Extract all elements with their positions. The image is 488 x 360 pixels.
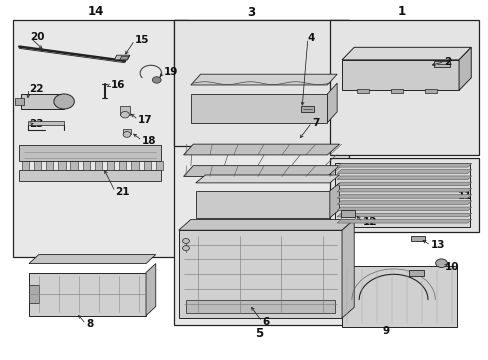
Polygon shape: [341, 220, 353, 318]
Polygon shape: [178, 230, 341, 318]
Polygon shape: [336, 195, 471, 198]
Polygon shape: [336, 163, 471, 167]
Polygon shape: [107, 161, 114, 170]
Polygon shape: [195, 175, 339, 183]
Polygon shape: [458, 47, 470, 90]
Polygon shape: [185, 300, 334, 313]
Polygon shape: [21, 161, 29, 170]
Polygon shape: [143, 161, 151, 170]
Polygon shape: [114, 55, 130, 60]
Circle shape: [435, 259, 447, 267]
Text: 5: 5: [254, 327, 263, 340]
Polygon shape: [336, 213, 471, 217]
Polygon shape: [424, 89, 436, 93]
Circle shape: [121, 112, 129, 118]
Polygon shape: [327, 83, 336, 123]
Circle shape: [182, 246, 189, 251]
Circle shape: [54, 94, 74, 109]
Polygon shape: [190, 94, 327, 123]
Polygon shape: [29, 273, 146, 316]
Polygon shape: [336, 207, 471, 211]
Polygon shape: [82, 161, 90, 170]
Bar: [329, 21, 478, 155]
Polygon shape: [341, 47, 470, 60]
Text: 23: 23: [29, 120, 43, 129]
Text: 14: 14: [87, 5, 104, 18]
Polygon shape: [340, 211, 354, 217]
Polygon shape: [300, 106, 314, 112]
Polygon shape: [336, 220, 471, 223]
Polygon shape: [34, 161, 41, 170]
Polygon shape: [336, 170, 471, 173]
Circle shape: [152, 77, 161, 83]
Bar: [173, 21, 348, 146]
Polygon shape: [146, 264, 156, 316]
Text: 9: 9: [382, 325, 388, 336]
Polygon shape: [19, 145, 160, 161]
Text: 7: 7: [311, 118, 319, 128]
Polygon shape: [183, 144, 339, 155]
Text: 19: 19: [163, 67, 178, 77]
Polygon shape: [29, 255, 156, 264]
Polygon shape: [178, 220, 353, 230]
Polygon shape: [156, 161, 163, 170]
Polygon shape: [95, 161, 102, 170]
Bar: [329, 158, 478, 232]
Text: 21: 21: [115, 187, 129, 197]
Polygon shape: [120, 107, 130, 115]
Text: 1: 1: [397, 5, 405, 18]
Polygon shape: [19, 170, 160, 181]
Polygon shape: [195, 191, 329, 218]
Text: 11: 11: [457, 191, 471, 201]
Text: 10: 10: [444, 262, 458, 272]
Polygon shape: [46, 161, 53, 170]
Polygon shape: [122, 129, 131, 134]
Polygon shape: [336, 201, 471, 204]
Polygon shape: [408, 270, 424, 276]
Text: 12: 12: [362, 217, 376, 227]
Text: 8: 8: [86, 319, 93, 329]
Polygon shape: [21, 94, 64, 109]
Polygon shape: [329, 183, 339, 218]
Polygon shape: [131, 161, 139, 170]
Polygon shape: [27, 121, 64, 126]
Text: 3: 3: [246, 6, 254, 19]
Polygon shape: [336, 182, 471, 186]
Text: 16: 16: [110, 80, 124, 90]
Text: 6: 6: [262, 317, 269, 327]
Polygon shape: [120, 56, 129, 60]
Polygon shape: [410, 235, 424, 241]
Polygon shape: [336, 176, 471, 180]
Text: 20: 20: [30, 32, 44, 42]
Polygon shape: [341, 60, 458, 90]
Text: 4: 4: [307, 33, 315, 43]
Bar: [341, 266, 456, 327]
Polygon shape: [119, 161, 126, 170]
Circle shape: [182, 238, 189, 243]
Polygon shape: [336, 188, 471, 192]
Polygon shape: [58, 161, 65, 170]
Polygon shape: [29, 285, 39, 303]
Polygon shape: [356, 89, 368, 93]
Text: 13: 13: [430, 240, 445, 250]
Polygon shape: [433, 60, 449, 67]
Polygon shape: [15, 98, 24, 105]
Polygon shape: [70, 161, 78, 170]
Text: 17: 17: [138, 115, 153, 125]
Text: 15: 15: [135, 35, 149, 45]
Bar: [13, 21, 188, 257]
Circle shape: [123, 132, 131, 137]
Polygon shape: [190, 74, 336, 85]
Polygon shape: [183, 166, 339, 176]
Text: 2: 2: [444, 57, 451, 67]
Bar: [334, 163, 469, 227]
Polygon shape: [390, 89, 402, 93]
Text: 22: 22: [29, 84, 43, 94]
Text: 18: 18: [142, 136, 156, 145]
Bar: [173, 21, 348, 325]
